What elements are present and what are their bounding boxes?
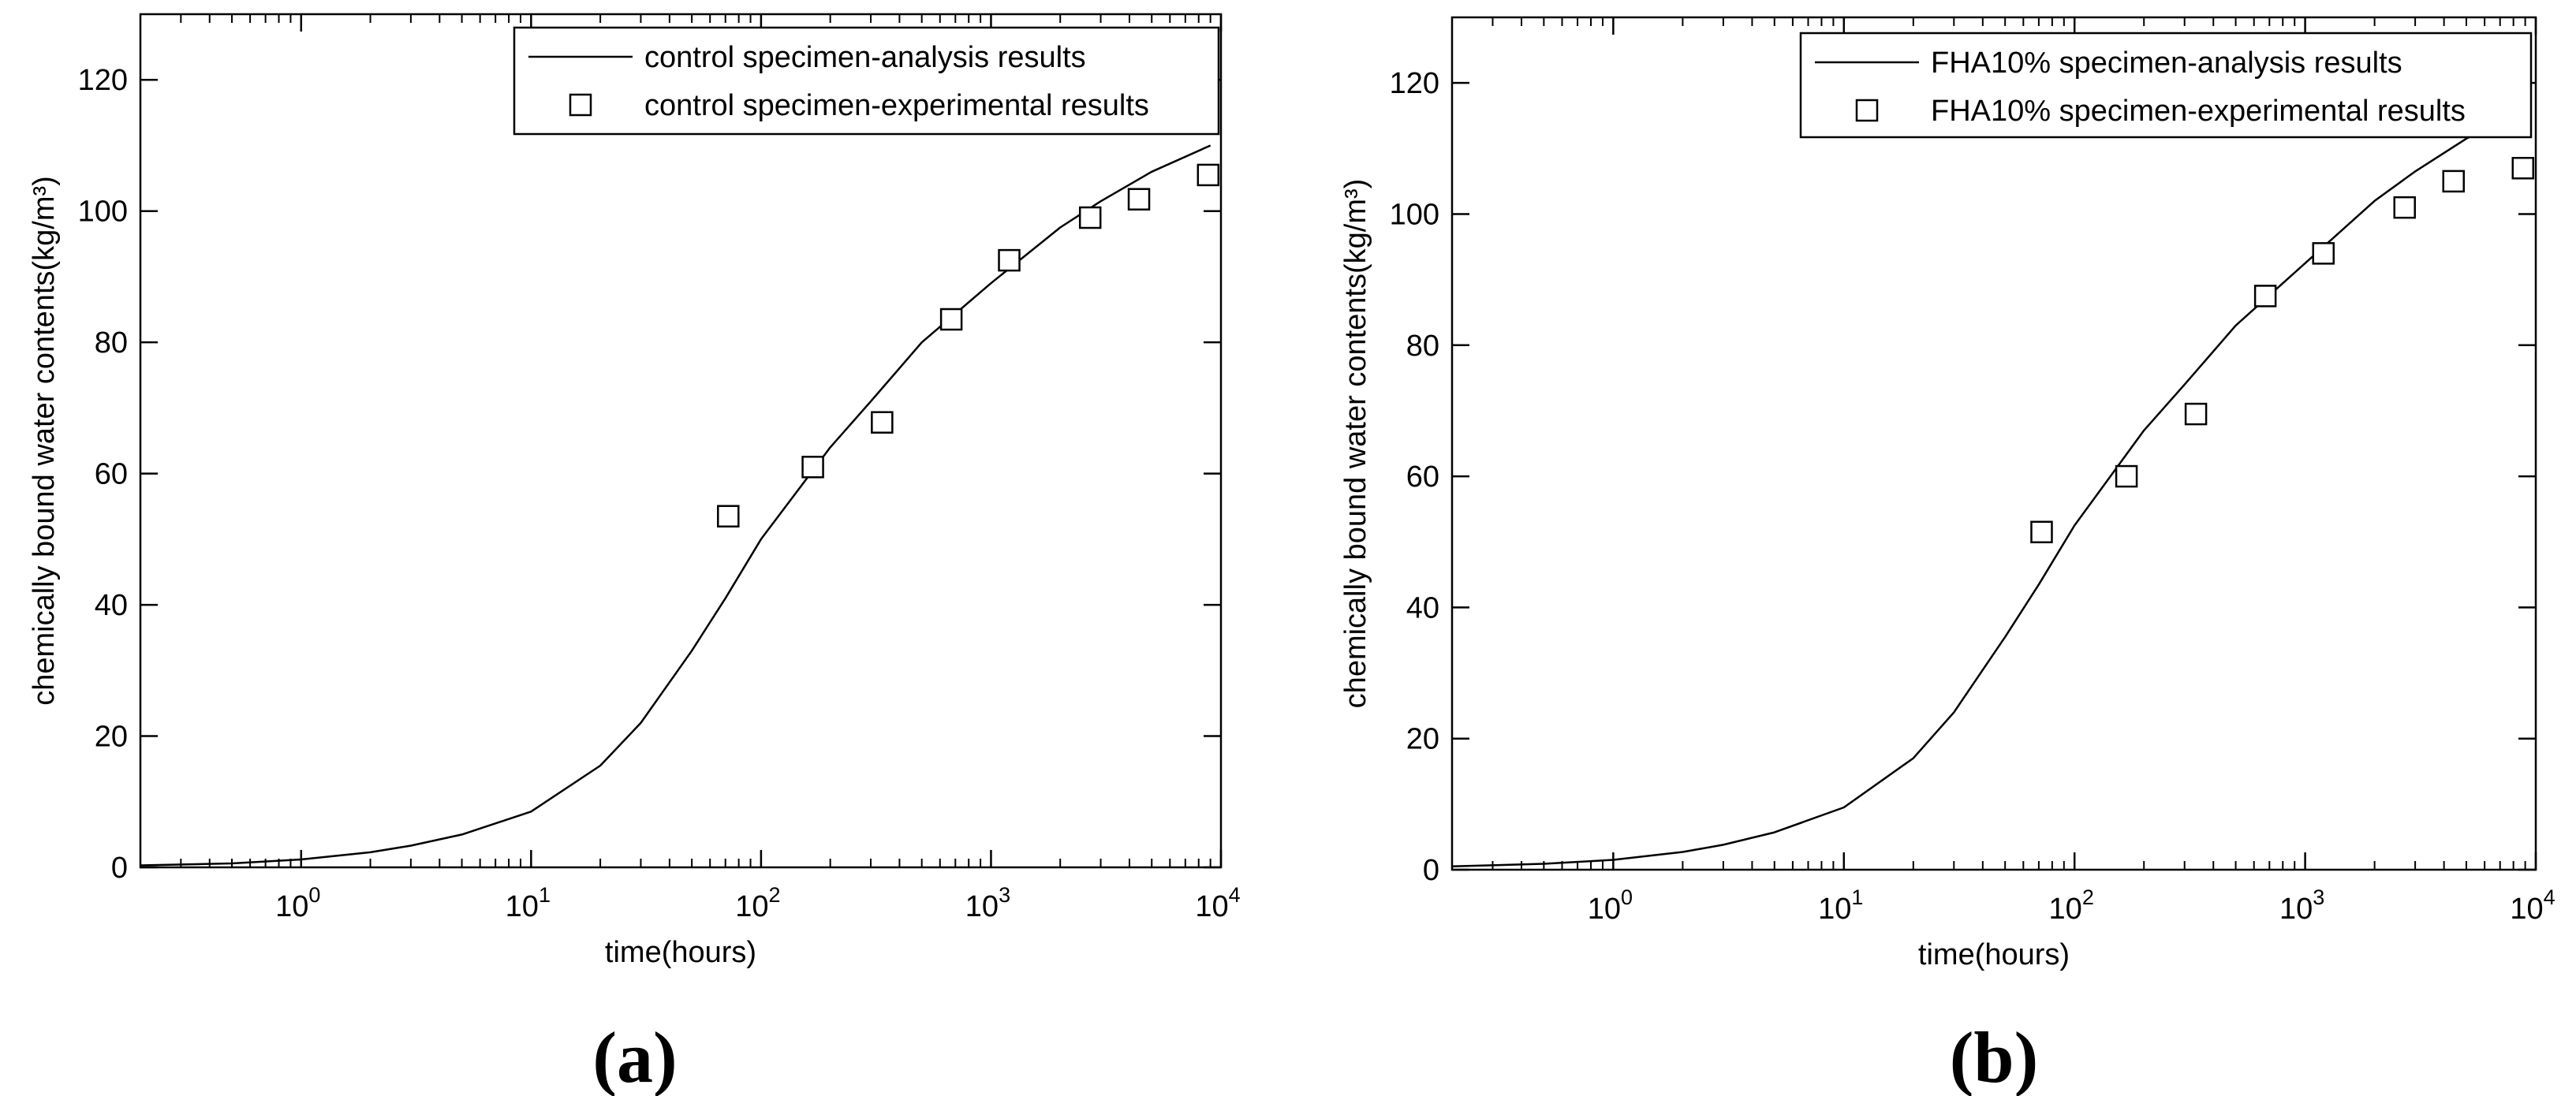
y-tick-label: 20 [95, 721, 128, 754]
data-point-experimental [1197, 163, 1220, 187]
y-tick-label: 100 [78, 196, 128, 229]
y-axis-label: chemically bound water contents(kg/m³) [1339, 179, 1372, 709]
x-tick-label: 102 [735, 883, 780, 923]
panel-label: (a) [592, 1017, 677, 1096]
x-tick-label: 102 [2049, 885, 2094, 926]
data-point-experimental [1127, 188, 1151, 211]
y-tick-label: 0 [111, 852, 128, 885]
panel-label: (b) [1950, 1017, 2038, 1096]
y-tick-label: 100 [1390, 198, 1439, 231]
x-tick-label: 101 [1818, 885, 1863, 926]
data-point-experimental [998, 248, 1021, 272]
y-tick-label: 60 [95, 458, 128, 491]
y-tick-label: 60 [1406, 460, 1439, 494]
data-point-experimental [2511, 157, 2535, 180]
data-point-experimental [2030, 520, 2053, 544]
legend-entry: control specimen-experimental results [644, 89, 1149, 122]
data-point-experimental [2393, 196, 2416, 219]
y-tick-label: 40 [1406, 591, 1439, 624]
data-point-experimental [871, 411, 894, 434]
plot-frame [1450, 16, 2537, 871]
legend: control specimen-analysis results control… [513, 26, 1220, 136]
x-tick-label: 103 [965, 883, 1010, 923]
legend-square-symbol [569, 93, 592, 117]
data-point-experimental [2253, 285, 2277, 308]
data-point-experimental [2184, 402, 2208, 426]
legend-box [1799, 32, 2533, 139]
y-tick-label: 120 [1390, 67, 1439, 100]
y-tick-label: 0 [1423, 854, 1439, 887]
y-axis-label: chemically bound water contents(kg/m³) [28, 176, 61, 706]
legend-entry: FHA10% specimen-analysis results [1931, 47, 2402, 80]
series-line-analysis [1452, 108, 2526, 868]
data-point-experimental [2312, 242, 2335, 265]
legend-entry: FHA10% specimen-experimental results [1931, 95, 2466, 128]
plot-frame [139, 13, 1223, 869]
y-tick-label: 80 [95, 326, 128, 360]
data-point-experimental [1078, 206, 1102, 229]
x-axis-label: time(hours) [605, 936, 756, 969]
chart-panel-b: 0 20 40 60 80 100 120 100 101 102 103 104 time(hours… [1339, 16, 2555, 1096]
x-tick-label: 101 [506, 883, 551, 923]
x-tick-label: 100 [275, 883, 320, 923]
chart-panel-a: 0 20 40 60 80 100 120 100 101 102 103 104 time(hours… [28, 13, 1241, 1096]
y-tick-label: 120 [78, 64, 128, 97]
data-point-experimental [717, 505, 740, 527]
series-line-analysis [140, 144, 1211, 867]
plot-area [1452, 108, 2526, 868]
legend-box [513, 26, 1220, 136]
legend: FHA10% specimen-analysis results FHA10% s… [1799, 32, 2533, 139]
x-tick-label: 103 [2279, 885, 2324, 926]
data-point-experimental [939, 308, 963, 331]
legend-entry: control specimen-analysis results [644, 41, 1086, 74]
data-point-experimental [2115, 464, 2138, 488]
y-tick-label: 80 [1406, 330, 1439, 363]
legend-square-symbol [1855, 99, 1879, 122]
x-tick-label: 104 [1195, 883, 1240, 923]
x-axis-label: time(hours) [1918, 938, 2070, 971]
y-tick-label: 40 [95, 589, 128, 622]
data-point-experimental [801, 456, 824, 479]
plot-area [140, 144, 1211, 867]
x-tick-label: 104 [2510, 885, 2555, 926]
x-tick-label: 100 [1588, 885, 1633, 926]
y-tick-label: 20 [1406, 723, 1439, 756]
data-point-experimental [2442, 170, 2465, 193]
